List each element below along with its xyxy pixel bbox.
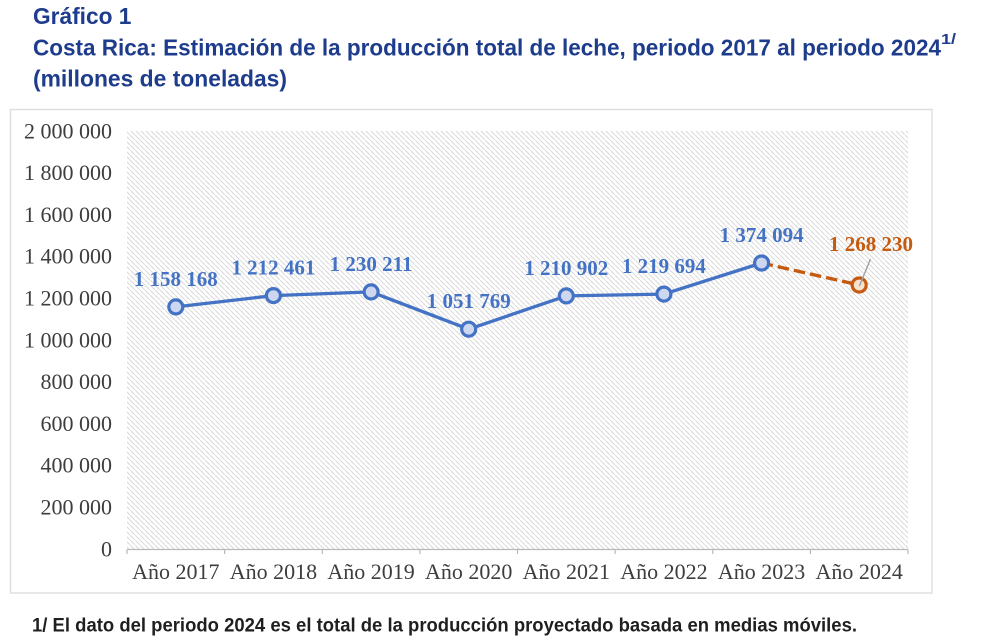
svg-text:Gráfico 1: Gráfico 1: [33, 3, 132, 29]
svg-text:1 800 000: 1 800 000: [24, 160, 112, 185]
svg-text:1 374 094: 1 374 094: [720, 223, 805, 247]
svg-text:Año 2020: Año 2020: [425, 559, 512, 584]
svg-text:1/: 1/: [941, 31, 957, 48]
svg-text:0: 0: [101, 536, 112, 561]
svg-text:1 212 461: 1 212 461: [231, 256, 315, 280]
svg-text:Año 2024: Año 2024: [816, 559, 903, 584]
svg-text:1 158 168: 1 158 168: [134, 267, 218, 291]
svg-text:1 200 000: 1 200 000: [24, 286, 112, 311]
svg-text:200 000: 200 000: [41, 495, 113, 520]
svg-text:1 219 694: 1 219 694: [622, 254, 707, 278]
svg-text:Año 2018: Año 2018: [230, 559, 317, 584]
svg-text:1 051 769: 1 051 769: [427, 289, 511, 313]
svg-text:400 000: 400 000: [41, 453, 113, 478]
svg-text:600 000: 600 000: [41, 411, 113, 436]
svg-text:1 268 230: 1 268 230: [829, 232, 913, 256]
svg-text:Costa Rica: Estimación de la p: Costa Rica: Estimación de la producción …: [33, 35, 941, 61]
svg-text:1 600 000: 1 600 000: [24, 202, 112, 227]
svg-text:2 000 000: 2 000 000: [24, 118, 112, 143]
svg-text:1/ El dato del periodo 2024 es: 1/ El dato del periodo 2024 es el total …: [32, 616, 857, 637]
svg-text:Año 2021: Año 2021: [523, 559, 610, 584]
svg-text:Año 2022: Año 2022: [620, 559, 707, 584]
svg-text:Año 2023: Año 2023: [718, 559, 805, 584]
svg-text:1 210 902: 1 210 902: [524, 256, 608, 280]
svg-text:1 230 211: 1 230 211: [330, 252, 413, 276]
svg-text:(millones de toneladas): (millones de toneladas): [33, 66, 287, 92]
svg-text:Año 2019: Año 2019: [327, 559, 414, 584]
svg-text:1 400 000: 1 400 000: [24, 244, 112, 269]
svg-text:1 000 000: 1 000 000: [24, 327, 112, 352]
svg-text:800 000: 800 000: [41, 369, 113, 394]
svg-text:Año 2017: Año 2017: [132, 559, 219, 584]
